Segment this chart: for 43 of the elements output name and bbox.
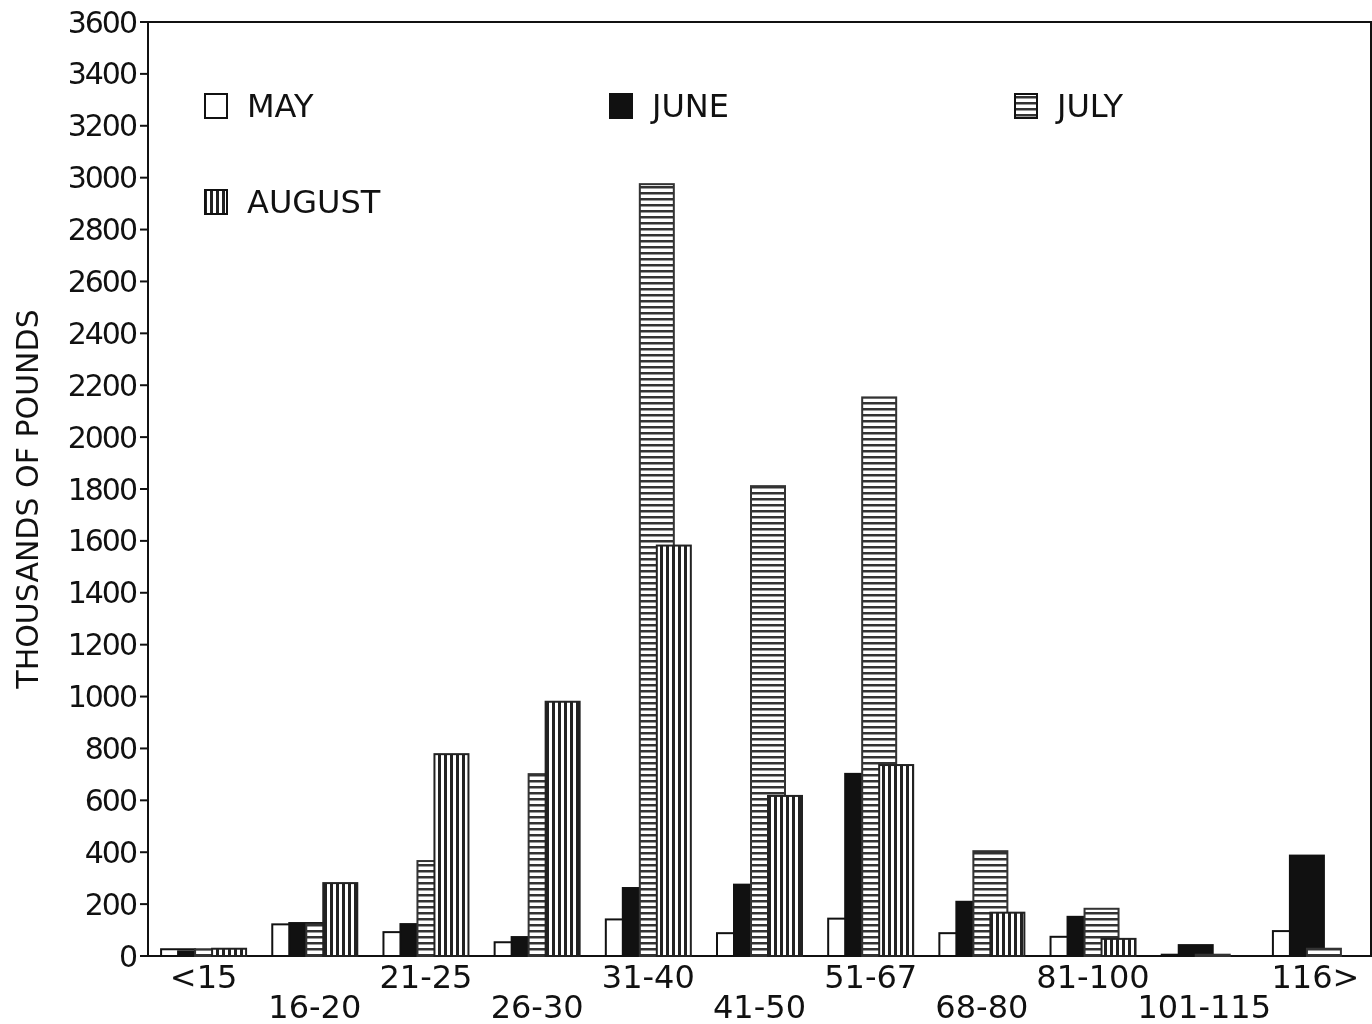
- x-tick-label: 116>: [1271, 958, 1360, 996]
- x-tick-label: 68-80: [935, 988, 1029, 1024]
- bar: [1305, 947, 1342, 957]
- x-tick-label: 21-25: [379, 958, 473, 996]
- x-tick-label: 51-67: [824, 958, 918, 996]
- y-tick-label: 600: [84, 782, 137, 818]
- x-tick-label: 26-30: [490, 988, 584, 1024]
- y-tick-label: 2800: [67, 212, 137, 248]
- y-tick-label: 400: [84, 834, 137, 870]
- legend-label: MAY: [247, 87, 315, 126]
- bar: [655, 544, 692, 957]
- bar: [989, 911, 1026, 957]
- y-tick-label: 2200: [67, 367, 137, 403]
- y-tick-label: 800: [84, 730, 137, 766]
- x-tick-label: 31-40: [601, 958, 695, 996]
- legend-label: AUGUST: [247, 183, 381, 222]
- bar: [433, 753, 470, 957]
- y-tick-label: 200: [84, 886, 137, 922]
- x-tick-label: 16-20: [268, 988, 362, 1024]
- y-tick-label: 1200: [67, 627, 137, 663]
- y-tick-label: 2000: [67, 419, 137, 455]
- bar: [1100, 937, 1137, 957]
- y-tick-label: 2600: [67, 263, 137, 299]
- y-tick-label: 2400: [67, 315, 137, 351]
- bar: [322, 882, 359, 957]
- bar: [878, 764, 915, 957]
- y-tick-label: 0: [118, 938, 137, 974]
- y-tick-label: 1800: [67, 471, 137, 507]
- y-tick-label: 3600: [67, 4, 137, 40]
- x-tick-label: 41-50: [713, 988, 806, 1024]
- legend-label: JUNE: [650, 87, 730, 126]
- y-tick-label: 1400: [67, 575, 137, 611]
- bar: [544, 700, 581, 957]
- y-axis-title: THOUSANDS OF POUNDS: [10, 309, 45, 690]
- y-tick-label: 1600: [67, 523, 137, 559]
- y-tick-label: 3400: [67, 56, 137, 92]
- bar: [767, 794, 803, 957]
- y-tick-label: 3000: [67, 160, 137, 196]
- y-tick-label: 1000: [67, 679, 137, 715]
- legend-label: JULY: [1055, 87, 1124, 126]
- x-tick-label: <15: [169, 958, 238, 996]
- y-tick-label: 3200: [67, 108, 137, 144]
- bar: [211, 947, 248, 957]
